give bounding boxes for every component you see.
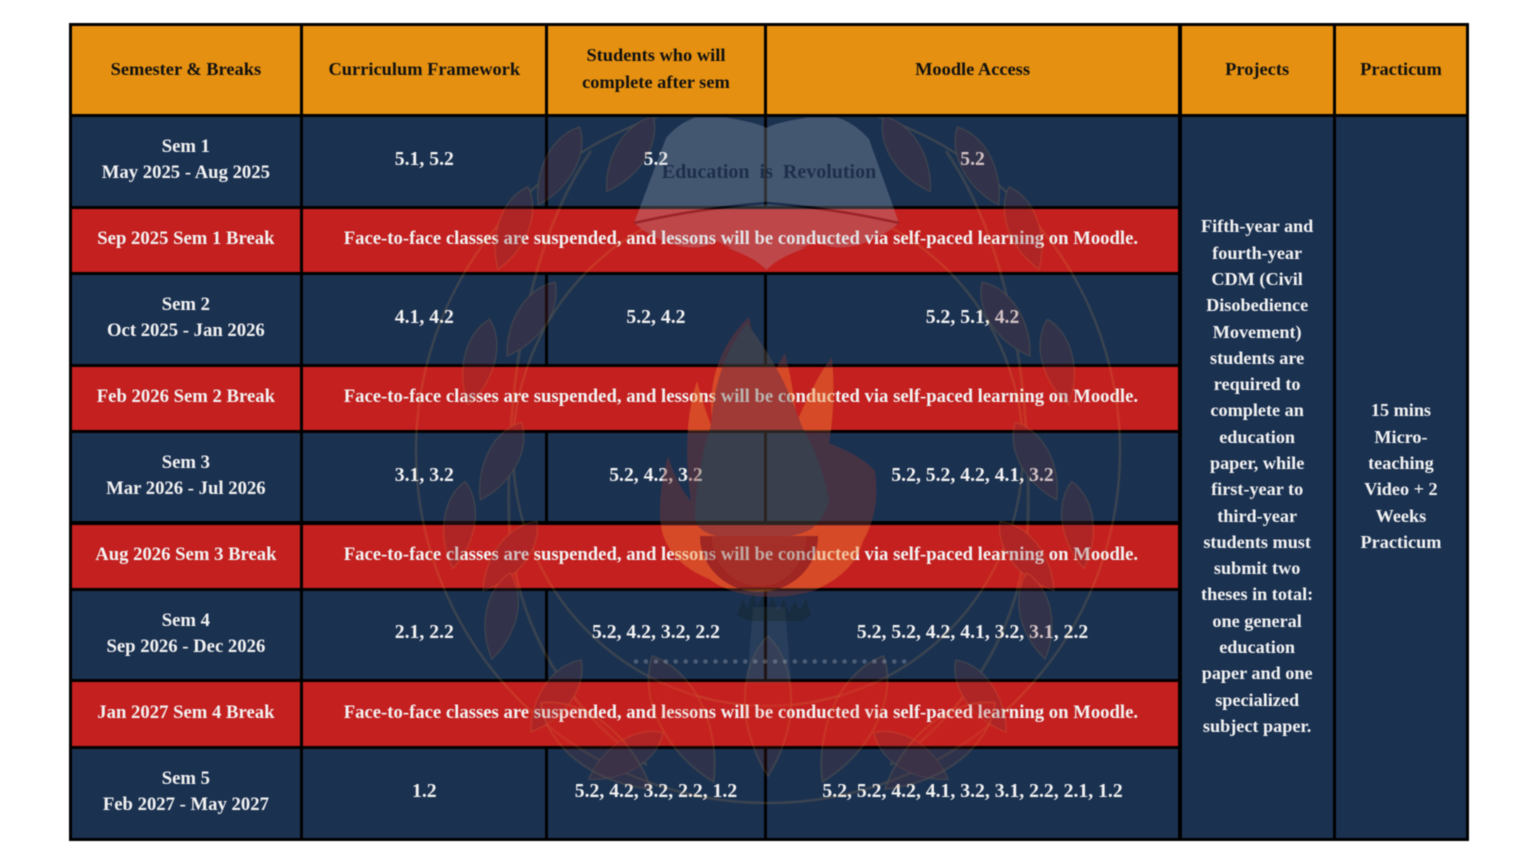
svg-text:Education is Revolution: Education is Revolution [662,161,876,183]
